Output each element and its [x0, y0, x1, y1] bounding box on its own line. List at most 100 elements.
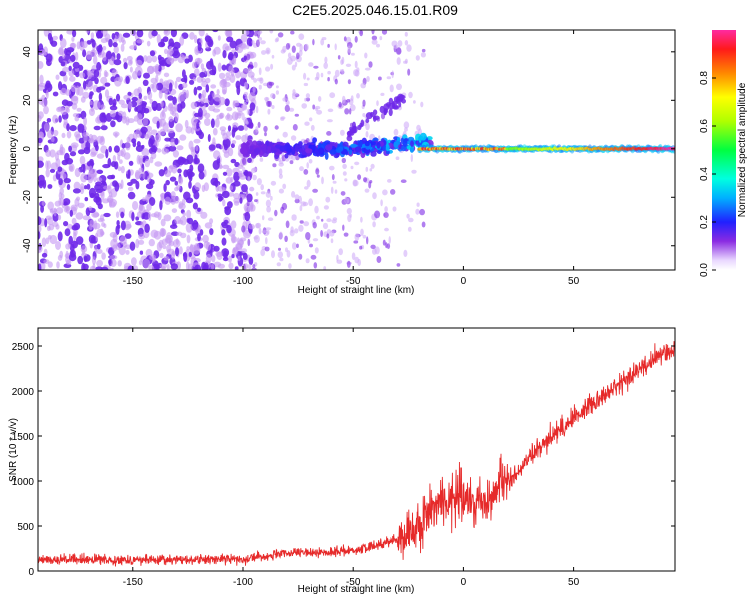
spectrogram-cell — [194, 264, 202, 270]
spectrogram-x-axis-label: Height of straight line (km) — [298, 285, 415, 296]
spectrogram-cell — [83, 185, 88, 190]
spectrogram-cell — [182, 69, 186, 78]
spectrogram-cell — [96, 45, 103, 53]
spectrogram-cell — [162, 122, 169, 132]
spectrogram-cell — [255, 192, 259, 196]
spectrogram-cell — [92, 172, 97, 183]
spectrogram-cell — [230, 67, 235, 77]
spectrogram-cell — [334, 43, 337, 51]
spectrogram-cell — [274, 209, 278, 217]
spectrogram-cell — [223, 219, 229, 225]
spectrogram-cell — [305, 232, 311, 240]
spectrogram-cell — [56, 150, 64, 156]
spectrogram-cell — [120, 165, 125, 174]
spectrogram-cell — [254, 199, 258, 203]
spectrogram-cell — [204, 112, 211, 119]
spectrogram-cell — [72, 188, 81, 194]
spectrogram-cell — [382, 189, 388, 196]
spectrogram-cell — [60, 61, 66, 67]
spectrogram-cell — [241, 248, 248, 254]
spectrogram-cell — [170, 263, 178, 270]
spectrogram-cell — [110, 267, 114, 270]
spectrogram-cell — [77, 149, 85, 155]
spectrogram-cell — [69, 42, 77, 49]
spectrogram-cell — [197, 207, 201, 212]
spectrogram-cell — [200, 63, 205, 70]
snr-plot-area — [38, 328, 675, 571]
spectrogram-cell — [282, 183, 287, 190]
spectrogram-cell — [210, 263, 215, 270]
spectrogram-cell — [285, 220, 290, 229]
spectrogram-cell — [313, 65, 319, 69]
snr-x-axis-label: Height of straight line (km) — [298, 584, 415, 595]
spectrogram-cell — [146, 203, 152, 211]
spectrogram-cell — [278, 162, 285, 167]
spectrogram-cell — [407, 226, 412, 232]
spectrogram-cell — [146, 175, 151, 183]
spectrogram-cell — [43, 30, 49, 37]
spectrogram-cell — [192, 245, 201, 255]
spectrogram-cell — [231, 254, 235, 259]
spectrogram-cell — [308, 198, 313, 207]
spectrogram-cell — [298, 253, 303, 260]
spectrogram-cell — [343, 232, 349, 237]
spectrogram-cell — [38, 230, 41, 240]
spectrogram-cell — [82, 49, 87, 58]
spectrogram-cell — [383, 212, 389, 218]
spectrogram-cell — [113, 45, 119, 54]
spectrogram-cell — [249, 38, 253, 47]
spectrogram-cell — [366, 236, 369, 245]
snr-y-tick-label: 2000 — [12, 387, 35, 398]
spectrogram-cell — [77, 123, 85, 133]
spectrogram-cell — [260, 191, 266, 195]
spectrogram-cell — [41, 98, 48, 108]
spectrogram-cell — [77, 202, 85, 209]
colorbar-tick-label: 0.6 — [699, 119, 710, 133]
spectrogram-cell — [53, 207, 57, 217]
snr-x-tick-label: -50 — [346, 577, 361, 588]
spectrogram-cell — [65, 243, 71, 250]
spectrogram-cell — [241, 225, 246, 233]
spectrogram-cell — [147, 91, 153, 100]
spectrogram-cell — [45, 89, 49, 99]
spectrogram-cell — [296, 243, 299, 248]
spectrogram-cell — [205, 253, 212, 264]
spectrogram-cell — [224, 98, 230, 107]
spectrogram-cell — [174, 137, 179, 146]
spectrogram-cell — [155, 82, 164, 91]
spectrogram-cell — [323, 62, 329, 69]
spectrogram-cell — [370, 244, 376, 249]
spectrogram-cell — [305, 148, 313, 154]
spectrogram-cell — [360, 228, 364, 236]
spectrogram-cell — [237, 125, 245, 131]
spectrogram-x-tick-label: -100 — [233, 276, 253, 287]
spectrogram-cell — [320, 72, 324, 78]
spectrogram-cell — [208, 105, 216, 112]
spectrogram-cell — [299, 205, 303, 212]
spectrogram-cell — [342, 141, 349, 147]
spectrogram-cell — [243, 124, 248, 131]
spectrogram-cell — [357, 258, 362, 267]
spectrogram-cell — [207, 94, 212, 101]
spectrogram-cell — [380, 92, 385, 96]
spectrogram-cell — [318, 142, 322, 148]
spectrogram-cell — [229, 73, 236, 84]
spectrogram-cell — [186, 246, 191, 251]
spectrogram-cell — [110, 161, 117, 168]
spectrogram-cell — [132, 141, 137, 148]
spectrogram-cell — [342, 224, 345, 231]
spectrogram-cell — [357, 174, 362, 181]
spectrogram-cell — [129, 66, 133, 73]
spectrogram-cell — [127, 186, 134, 192]
spectrogram-cell — [306, 77, 310, 81]
spectrogram-cell — [344, 197, 350, 204]
spectrogram-cell — [142, 79, 149, 87]
spectrogram-cell — [121, 143, 126, 149]
spectrogram-cell — [327, 43, 330, 48]
spectrogram-cell — [251, 267, 257, 270]
spectrogram-cell — [186, 234, 191, 244]
spectrogram-cell — [63, 221, 69, 227]
spectrogram-cell — [304, 186, 309, 190]
spectrogram-cell — [110, 174, 116, 180]
spectrogram-cell — [343, 36, 347, 42]
